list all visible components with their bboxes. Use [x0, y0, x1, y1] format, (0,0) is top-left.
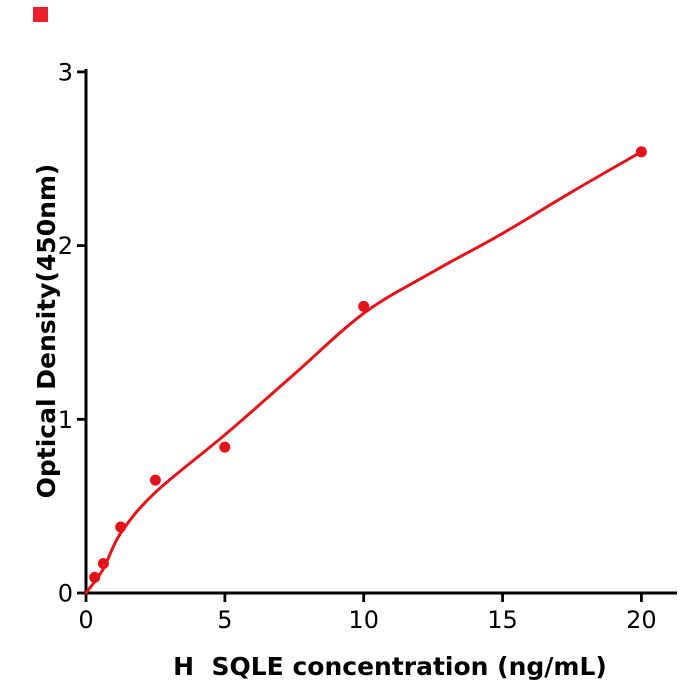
y-tick-label: 0: [58, 580, 73, 608]
fit-curve-line: [84, 150, 643, 595]
y-axis-title: Optical Density(450nm): [32, 163, 61, 499]
red-square-badge: [33, 7, 48, 22]
y-tick-label: 2: [58, 232, 73, 260]
data-point: [219, 441, 231, 453]
data-point: [149, 474, 161, 486]
x-tick-label: 15: [487, 606, 518, 634]
y-tick-label: 1: [58, 406, 73, 434]
x-tick-label: 5: [217, 606, 232, 634]
data-point: [89, 571, 101, 583]
y-tick-label: 3: [58, 58, 73, 86]
data-point: [115, 521, 127, 533]
x-tick-label: 10: [348, 606, 379, 634]
data-point: [97, 558, 109, 569]
x-axis-title: H SQLE concentration (ng/mL): [173, 652, 607, 681]
axis-spines: [84, 69, 677, 595]
data-point: [635, 146, 647, 158]
data-point: [358, 300, 370, 312]
x-tick-label: 20: [626, 606, 657, 634]
x-tick-label: 0: [78, 606, 93, 634]
